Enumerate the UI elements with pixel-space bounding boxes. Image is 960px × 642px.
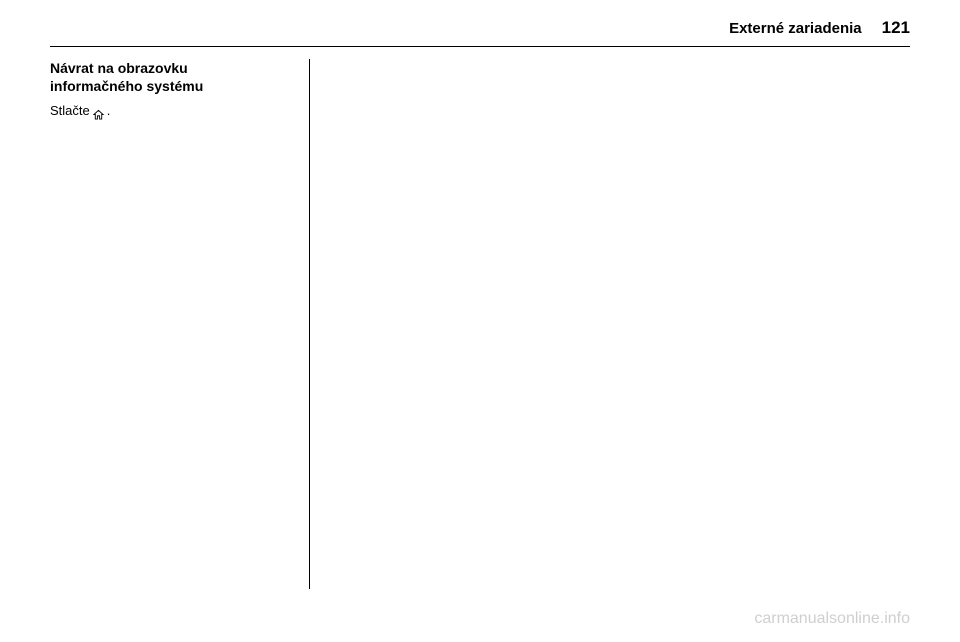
left-column: Návrat na obrazovku informačného systému… [50,59,310,589]
body-prefix: Stlačte [50,103,90,120]
home-icon [93,106,104,117]
page-header: Externé zariadenia 121 [50,18,910,47]
body-suffix: . [107,103,111,120]
page-container: Externé zariadenia 121 Návrat na obrazov… [0,0,960,642]
section-heading-line1: Návrat na obrazovku [50,59,291,77]
section-heading-line2: informačného systému [50,77,291,95]
body-text: Stlačte . [50,103,291,120]
right-column [310,59,910,589]
header-title: Externé zariadenia [729,20,862,37]
content-area: Návrat na obrazovku informačného systému… [50,59,910,589]
page-number: 121 [882,18,910,38]
watermark: carmanualsonline.info [754,610,910,628]
